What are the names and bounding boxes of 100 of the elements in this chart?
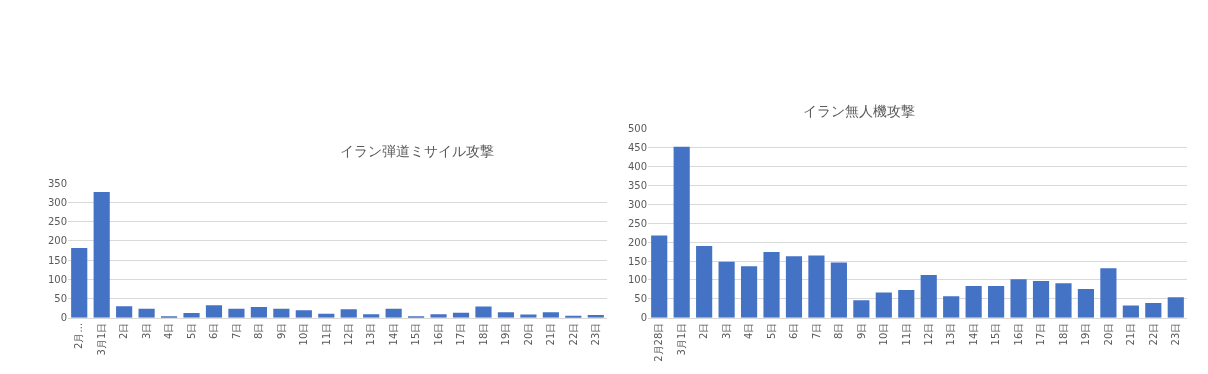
x-tick-label: 3日	[720, 322, 732, 340]
bar	[116, 306, 133, 318]
x-tick-label: 15日	[990, 322, 1002, 346]
bar	[898, 290, 915, 318]
bar	[385, 308, 402, 318]
x-tick-label: 3日	[140, 322, 152, 340]
x-tick-label: 21日	[545, 322, 557, 346]
bar	[138, 308, 155, 318]
y-tick-label: 100	[627, 274, 647, 286]
x-tick-label: 17日	[1035, 322, 1047, 346]
x-tick-label: 13日	[365, 322, 377, 346]
bar	[228, 308, 245, 318]
x-tick-label: 18日	[477, 322, 489, 346]
bar	[651, 235, 668, 318]
x-tick-label: 4日	[743, 322, 755, 340]
x-tick-label: 22日	[567, 322, 579, 346]
bar	[965, 285, 982, 318]
x-tick-label: 14日	[967, 322, 979, 346]
y-tick-label: 150	[627, 255, 647, 267]
y-tick-label: 50	[54, 292, 67, 304]
bar	[340, 309, 357, 318]
bar	[295, 310, 312, 318]
x-tick-label: 21日	[1125, 322, 1137, 346]
x-tick-label: 17日	[455, 322, 467, 346]
bar	[875, 292, 892, 318]
bar	[430, 314, 447, 318]
bar	[205, 305, 223, 318]
x-tick-label: 8日	[833, 322, 845, 340]
x-tick-label: 15日	[410, 322, 422, 346]
x-tick-label: 11日	[900, 322, 912, 346]
x-tick-label: 10日	[878, 322, 890, 346]
bar	[943, 296, 960, 318]
bar	[93, 191, 110, 318]
bar	[696, 245, 713, 318]
x-tick-label: 20日	[1102, 322, 1114, 346]
x-tick-label: 11日	[320, 322, 332, 346]
y-tick-label: 300	[627, 198, 647, 210]
x-tick-label: 2月28日	[653, 322, 665, 362]
x-tick-label: 10日	[298, 322, 310, 346]
y-tick-label: 250	[627, 217, 647, 229]
x-tick-label: 2日	[698, 322, 710, 340]
x-tick-label: 20日	[522, 322, 534, 346]
x-tick-label: 9日	[275, 322, 287, 340]
bar	[497, 312, 515, 318]
bar	[920, 275, 937, 318]
bar	[853, 300, 870, 318]
y-tick-label: 0	[60, 312, 67, 324]
bar	[1055, 283, 1072, 318]
bar	[183, 313, 200, 318]
y-tick-label: 150	[47, 254, 67, 266]
x-tick-label: 7日	[230, 322, 242, 340]
bar	[673, 146, 690, 318]
bar	[250, 306, 267, 318]
x-tick-label: 6日	[788, 322, 800, 340]
y-tick-label: 0	[640, 312, 647, 324]
bar	[718, 261, 735, 318]
x-tick-label: 5日	[185, 322, 197, 340]
bar	[475, 306, 492, 318]
y-tick-label: 200	[627, 236, 647, 248]
y-tick-label: 250	[47, 216, 67, 228]
chart-title: イラン弾道ミサイル攻撃	[340, 143, 494, 159]
bar	[988, 285, 1005, 318]
y-tick-label: 300	[47, 196, 67, 208]
x-tick-label: 12日	[922, 322, 934, 346]
x-tick-label: 14日	[387, 322, 399, 346]
x-tick-label: 16日	[1012, 322, 1024, 346]
bar	[1167, 297, 1184, 318]
x-tick-label: 3月1日	[95, 322, 107, 356]
x-tick-label: 19日	[1080, 322, 1092, 346]
y-tick-label: 350	[47, 177, 67, 189]
x-tick-label: 12日	[342, 322, 354, 346]
y-tick-label: 450	[627, 142, 647, 154]
x-tick-label: 22日	[1147, 322, 1159, 346]
bar	[273, 308, 290, 318]
y-tick-label: 350	[627, 180, 647, 192]
x-tick-label: 18日	[1057, 322, 1069, 346]
x-tick-label: 19日	[500, 322, 512, 346]
y-tick-label: 50	[634, 293, 647, 305]
chart-title: イラン無人機攻撃	[803, 103, 915, 119]
y-tick-label: 400	[627, 161, 647, 173]
bar	[1100, 268, 1117, 318]
y-tick-label: 100	[47, 273, 67, 285]
x-tick-label: 2日	[118, 322, 130, 340]
x-tick-label: 23日	[590, 322, 602, 346]
x-tick-label: 8日	[253, 322, 265, 340]
bar	[71, 248, 88, 318]
y-tick-label: 200	[47, 235, 67, 247]
bar	[763, 251, 780, 318]
x-tick-label: 23日	[1170, 322, 1182, 346]
x-tick-label: 6日	[208, 322, 220, 340]
bar	[1077, 288, 1095, 318]
bar	[542, 312, 559, 318]
x-tick-label: 9日	[855, 322, 867, 340]
bar	[1010, 279, 1027, 318]
bar	[808, 255, 825, 318]
x-tick-label: 2月…	[73, 322, 85, 350]
x-tick-label: 3月1日	[675, 322, 687, 356]
bar	[1145, 302, 1162, 318]
x-tick-label: 13日	[945, 322, 957, 346]
x-tick-label: 16日	[432, 322, 444, 346]
